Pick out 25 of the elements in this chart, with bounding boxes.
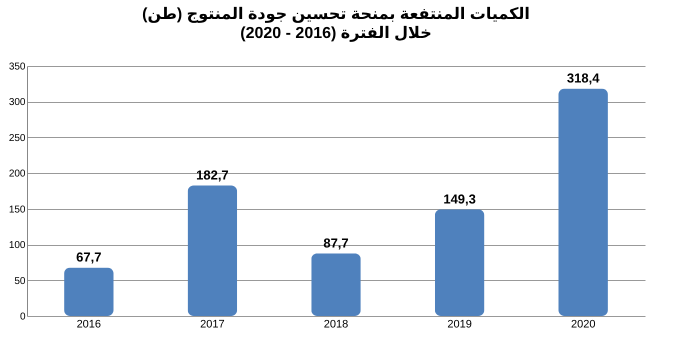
y-tick-label: 0: [20, 312, 26, 322]
x-tick-label: 2019: [447, 318, 472, 330]
x-tick-label: 2016: [76, 318, 102, 330]
y-tick-label: 250: [8, 132, 26, 144]
data-label: 182,7: [196, 168, 229, 182]
chart-subtitle: خلال الفترة (2016 - 2020): [240, 25, 432, 42]
y-tick-label: 350: [8, 62, 26, 72]
data-label: 67,7: [76, 250, 102, 265]
x-tick-label: 2017: [200, 318, 225, 330]
y-tick-label: 200: [8, 168, 26, 180]
y-tick-label: 300: [8, 97, 26, 108]
x-tick-label: 2020: [570, 318, 596, 330]
y-tick-label: 50: [14, 276, 26, 287]
data-label: 318,4: [566, 70, 600, 86]
y-tick-label: 100: [8, 240, 26, 252]
chart-title: الكميات المنتفعة بمنحة تحسين جودة المنتوج (طن): [142, 6, 530, 23]
x-tick-label: 2018: [324, 318, 348, 330]
data-label: 87,7: [323, 235, 349, 250]
data-label: 149,3: [443, 191, 476, 206]
bar: [188, 186, 238, 316]
bar: [64, 268, 114, 316]
bar: [558, 88, 608, 316]
bar: [311, 253, 361, 316]
bar: [434, 209, 484, 316]
y-tick-label: 150: [8, 204, 26, 216]
